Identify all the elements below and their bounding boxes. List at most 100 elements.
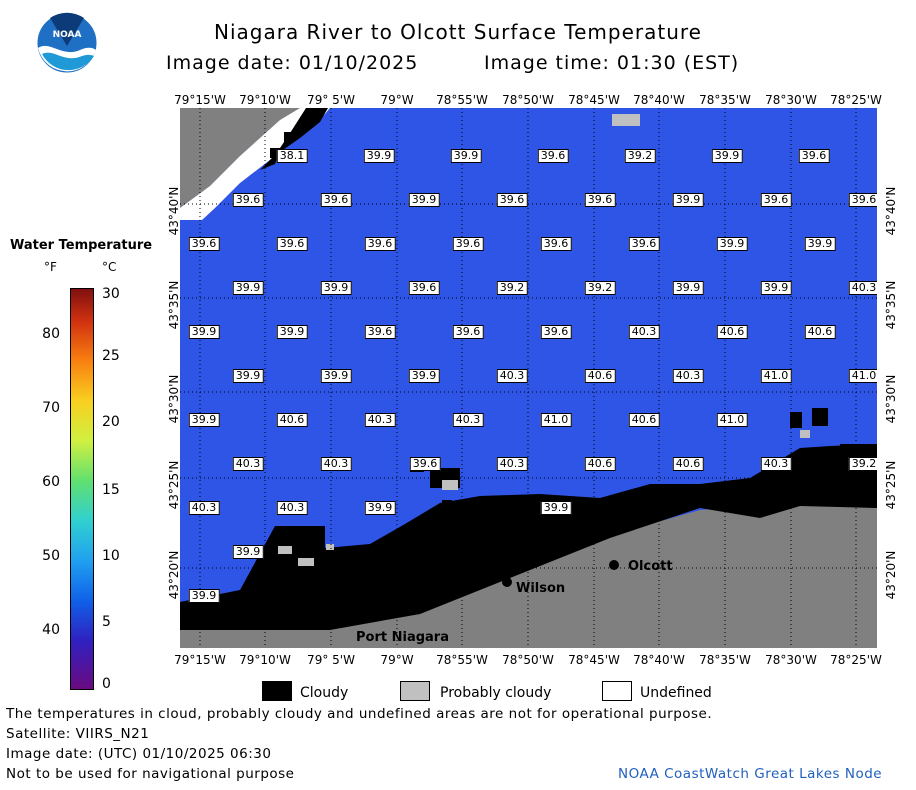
place-label-olcott: Olcott [628,559,673,574]
temperature-label: 39.9 [232,281,264,295]
temperature-label: 39.6 [408,281,440,295]
probably-cloudy-top [612,114,640,126]
lat-label: 43°30'N [167,374,181,424]
temperature-label: 39.9 [364,501,396,515]
temperature-label: 39.2 [496,281,528,295]
temperature-label: 39.6 [276,237,308,251]
temperature-label: 40.6 [804,325,836,339]
temperature-label: 39.6 [537,149,569,163]
c-tick: 15 [102,482,120,498]
probably-cloudy-patch [800,430,810,438]
lon-label: 78°25'W [830,653,882,667]
land-northwest [180,108,300,208]
lon-label: 78°30'W [765,653,817,667]
temperature-label: 40.6 [584,369,616,383]
temperature-label: 39.2 [624,149,656,163]
lon-label: 79°10'W [239,653,291,667]
temperature-label: 39.6 [188,237,220,251]
temperature-label: 40.3 [496,457,528,471]
colorbar-title: Water Temperature [10,238,153,253]
legend-probably-cloudy-label: Probably cloudy [440,685,552,701]
temperature-label: 39.9 [320,369,352,383]
lon-label: 78°30'W [765,93,817,107]
c-tick: 30 [102,286,120,302]
temperature-label: 40.3 [628,325,660,339]
footer-disclaimer: The temperatures in cloud, probably clou… [6,706,713,722]
temperature-label: 38.1 [276,149,308,163]
olcott-marker [609,560,619,570]
cloud-patch [812,408,828,426]
temperature-label: 40.3 [188,501,220,515]
temperature-label: 39.9 [188,325,220,339]
legend-probably-cloudy-swatch [400,681,430,701]
f-tick: 50 [42,548,60,564]
lon-label: 78°35'W [699,653,751,667]
f-tick: 60 [42,474,60,490]
probably-cloudy-patch [278,546,292,554]
c-tick: 10 [102,548,120,564]
image-time-label: Image time: 01:30 (EST) [484,52,740,74]
temperature-label: 39.6 [364,325,396,339]
footer-utc-date: Image date: (UTC) 01/10/2025 06:30 [6,746,272,762]
noaa-logo-text: NOAA [52,30,82,40]
cloud-patch [790,412,802,428]
temperature-label: 39.9 [408,369,440,383]
temperature-label: 39.6 [496,193,528,207]
temperature-label: 39.9 [804,237,836,251]
lat-label: 43°20'N [884,550,898,600]
temperature-label: 39.6 [452,237,484,251]
footer-satellite: Satellite: VIIRS_N21 [6,726,150,742]
temperature-label: 40.3 [320,457,352,471]
lon-label: 78°45'W [568,653,620,667]
temperature-label: 39.9 [672,193,704,207]
legend-undefined-swatch [602,681,632,701]
lon-label: 78°50'W [502,93,554,107]
lon-label: 78°40'W [633,93,685,107]
temperature-label: 39.9 [320,281,352,295]
lon-label: 79°10'W [239,93,291,107]
wilson-marker [502,577,512,587]
place-label-wilson: Wilson [516,581,566,596]
temperature-label: 40.3 [452,413,484,427]
temperature-label: 39.6 [540,237,572,251]
f-tick: 70 [42,400,60,416]
lon-label: 79°15'W [174,93,226,107]
lat-label: 43°35'N [167,280,181,330]
temperature-label: 39.2 [584,281,616,295]
page-title: Niagara River to Olcott Surface Temperat… [214,20,702,44]
temperature-label: 39.6 [584,193,616,207]
lat-label: 43°20'N [167,550,181,600]
legend-cloudy-label: Cloudy [300,685,349,701]
lat-label: 43°40'N [167,186,181,236]
lat-label: 43°40'N [884,186,898,236]
footer-navigation-note: Not to be used for navigational purpose [6,766,295,782]
temperature-label: 39.6 [798,149,830,163]
temperature-label: 39.9 [716,237,748,251]
temperature-label: 39.6 [320,193,352,207]
image-date-label: Image date: 01/10/2025 [166,52,419,74]
legend-undefined-label: Undefined [640,685,712,701]
temperature-label: 39.6 [452,325,484,339]
cloud-south [180,444,877,648]
temperature-label: 39.6 [540,325,572,339]
temperature-label: 39.9 [276,325,308,339]
probably-cloudy-patch [298,558,314,566]
temperature-label: 40.3 [364,413,396,427]
probably-cloudy-patch [326,544,334,550]
lon-label: 79°W [380,653,414,667]
temperature-label: 39.6 [232,193,264,207]
temperature-label: 39.9 [232,545,264,559]
legend-cloudy-swatch [262,681,292,701]
temperature-label: 41.0 [760,369,792,383]
f-tick: 80 [42,326,60,342]
lon-label: 79° 5'W [307,653,355,667]
colorbar-unit-c: °C [102,260,117,274]
lat-label: 43°30'N [884,374,898,424]
lon-label: 78°50'W [502,653,554,667]
lon-label: 78°45'W [568,93,620,107]
lon-label: 78°25'W [830,93,882,107]
colorbar-unit-f: °F [44,260,57,274]
temperature-label: 39.9 [408,193,440,207]
c-tick: 5 [102,614,111,630]
temperature-label: 40.6 [672,457,704,471]
